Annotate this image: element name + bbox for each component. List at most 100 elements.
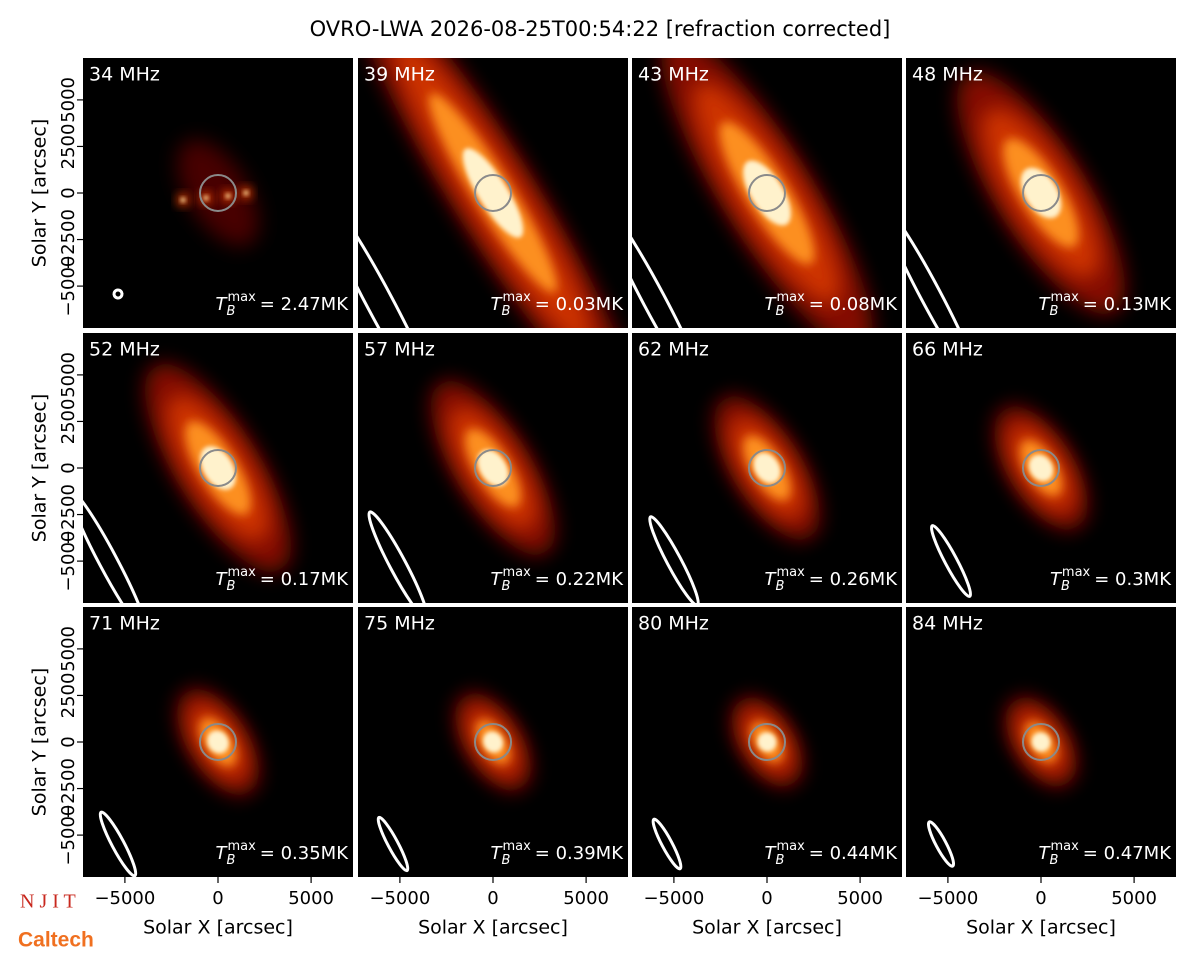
emission — [1005, 697, 1077, 787]
tb-value: = 0.3MK — [1094, 569, 1172, 590]
tb-subscript: B — [1050, 304, 1059, 319]
emission-layer — [1028, 454, 1054, 482]
y-tick-label: 5000 — [58, 352, 79, 398]
tb-max-label: TBmax = 0.3MK — [1050, 565, 1172, 594]
x-axis-label: Solar X [arcsec] — [418, 917, 568, 939]
panel — [906, 607, 1176, 877]
tb-superscript: max — [502, 565, 531, 580]
tb-subscript: B — [776, 853, 785, 868]
beam — [648, 515, 700, 603]
tb-symbol: T — [765, 843, 778, 864]
emission — [358, 58, 628, 328]
tb-superscript: max — [502, 839, 531, 854]
tb-symbol: T — [491, 843, 504, 864]
frequency-label: 84 MHz — [912, 613, 983, 635]
x-tick-label: −5000 — [94, 888, 155, 909]
tb-value: = 0.26MK — [809, 569, 898, 590]
emission-layer — [743, 160, 791, 226]
tb-subscript: B — [1061, 579, 1070, 594]
panel — [358, 333, 628, 603]
x-tick-label: 5000 — [837, 888, 883, 909]
y-tick-label: 2500 — [58, 399, 79, 445]
emission — [731, 697, 803, 787]
y-tick-label: 0 — [58, 462, 79, 473]
beam — [83, 488, 148, 603]
beam — [929, 524, 973, 598]
tb-max-label: TBmax = 0.44MK — [765, 839, 899, 868]
solar-disk — [199, 174, 237, 212]
tb-max-label: TBmax = 0.08MK — [765, 290, 899, 319]
emission — [430, 380, 556, 556]
y-tick-label: 5000 — [58, 626, 79, 672]
tb-symbol: T — [216, 843, 229, 864]
y-tick-label: −5000 — [58, 256, 79, 317]
tb-max-label: TBmax = 0.26MK — [765, 565, 899, 594]
x-axis-label: Solar X [arcsec] — [966, 917, 1116, 939]
solar-disk — [474, 723, 512, 761]
emission-layer — [482, 731, 504, 753]
tb-value: = 0.03MK — [535, 294, 624, 315]
panel — [632, 58, 902, 328]
emission-layer — [200, 446, 236, 490]
emission — [455, 693, 531, 791]
beam — [358, 190, 442, 328]
tb-value: = 0.47MK — [1083, 843, 1172, 864]
y-axis-label: Solar Y [arcsec] — [29, 394, 51, 542]
y-tick-label: 2500 — [58, 673, 79, 719]
tb-superscript: max — [1062, 565, 1091, 580]
logo-njit: N J I T — [20, 891, 76, 913]
x-tick-label: 0 — [487, 888, 498, 909]
emission-layer — [1031, 732, 1051, 752]
tb-value: = 0.13MK — [1083, 294, 1172, 315]
tb-max-label: TBmax = 0.17MK — [216, 565, 350, 594]
tb-superscript: max — [502, 290, 531, 305]
x-tick-label: −5000 — [643, 888, 704, 909]
tb-value: = 0.39MK — [535, 843, 624, 864]
tb-subscript: B — [776, 304, 785, 319]
tb-max-label: TBmax = 0.35MK — [216, 839, 350, 868]
emission — [714, 396, 820, 540]
frequency-label: 80 MHz — [638, 613, 709, 635]
y-tick-label: −2500 — [58, 758, 79, 819]
tb-subscript: B — [227, 579, 236, 594]
tb-superscript: max — [227, 565, 256, 580]
x-tick-label: −5000 — [917, 888, 978, 909]
solar-disk — [748, 174, 786, 212]
beam — [651, 817, 683, 871]
x-tick-label: 0 — [761, 888, 772, 909]
frequency-label: 39 MHz — [364, 64, 435, 86]
panel — [83, 58, 353, 328]
tb-value: = 0.44MK — [809, 843, 898, 864]
tb-subscript: B — [1050, 853, 1059, 868]
frequency-label: 75 MHz — [364, 613, 435, 635]
solar-disk — [1022, 449, 1060, 487]
beam — [367, 510, 429, 603]
y-tick-label: −2500 — [58, 484, 79, 545]
tb-superscript: max — [776, 839, 805, 854]
panel — [632, 607, 902, 877]
emission — [145, 363, 291, 573]
tb-subscript: B — [227, 853, 236, 868]
panel — [83, 333, 353, 603]
tb-subscript: B — [502, 304, 511, 319]
tb-superscript: max — [227, 290, 256, 305]
panel — [83, 607, 353, 877]
emission-spot — [243, 190, 249, 196]
tb-symbol: T — [216, 569, 229, 590]
tb-value: = 0.22MK — [535, 569, 624, 590]
tb-max-label: TBmax = 0.03MK — [491, 290, 625, 319]
frequency-label: 48 MHz — [912, 64, 983, 86]
panel — [906, 333, 1176, 603]
tb-subscript: B — [776, 579, 785, 594]
beam — [112, 288, 124, 300]
beam — [926, 820, 956, 868]
beam — [98, 810, 138, 877]
tb-symbol: T — [1039, 843, 1052, 864]
frequency-label: 52 MHz — [89, 339, 160, 361]
frequency-label: 34 MHz — [89, 64, 160, 86]
y-tick-label: 0 — [58, 736, 79, 747]
figure-title: OVRO-LWA 2026-08-25T00:54:22 [refraction… — [310, 17, 891, 41]
solar-disk — [474, 449, 512, 487]
beam — [376, 815, 410, 873]
emission-spot — [225, 193, 231, 199]
